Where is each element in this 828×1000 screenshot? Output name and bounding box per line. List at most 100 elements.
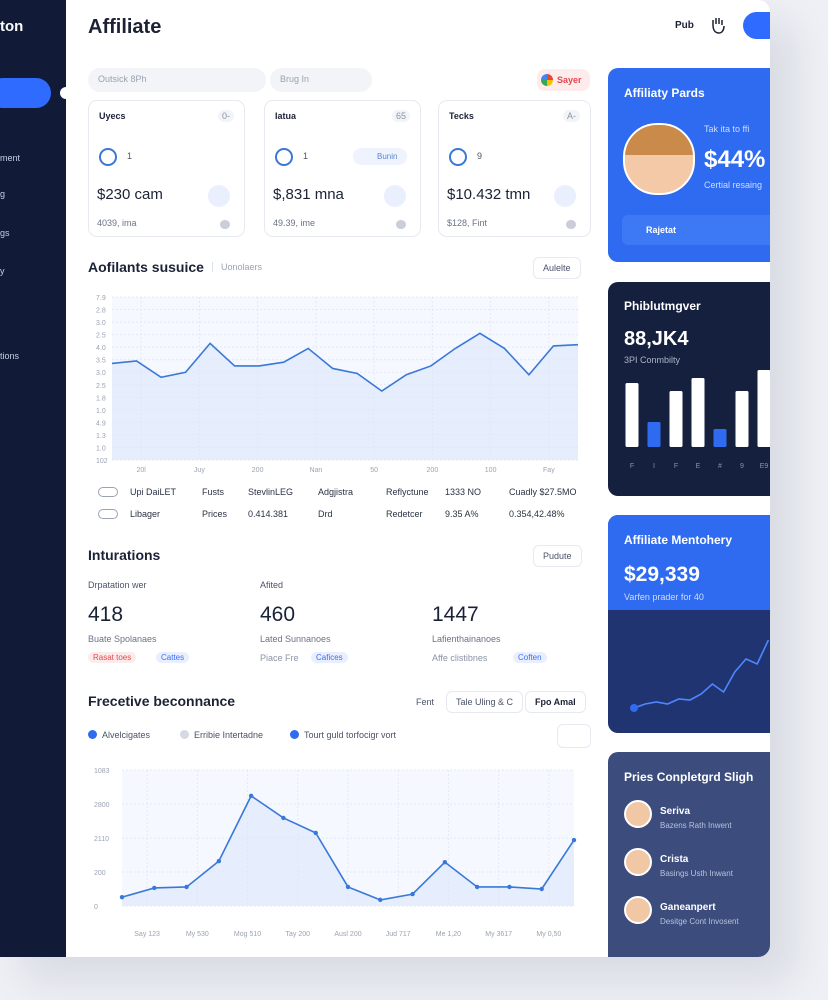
performance-chart: 0 200 2110 2800 1083 Say 123 My 530 Mog 510 Tay … [94,768,577,938]
table-cell: Adgjistra [318,487,354,497]
point [119,894,125,900]
metric-note: Affe clistibnes [432,653,488,663]
range-button[interactable]: Tale Uling & C [446,691,524,713]
y-tick-label: 3.0 [96,370,106,377]
heart-icon [566,220,576,229]
header-icon[interactable]: Pub [675,20,694,31]
table-cell: 0.354,42.48% [509,509,565,519]
stat-card: Tecks A- 9 $10.432 tmn $128, Fint [438,100,591,237]
header-button[interactable] [743,12,770,39]
nav-active[interactable] [0,78,51,108]
toggle[interactable] [98,509,118,519]
card-value: $29,339 [624,563,700,586]
card-sub: 4039, ima [97,218,137,228]
card-value: $,831 mna [273,186,344,203]
chip[interactable]: Bunin [353,148,408,165]
chevron-button[interactable] [554,185,576,207]
bar [669,391,683,447]
person-name: Crista [660,854,689,865]
y-tick-label: 1083 [94,768,110,775]
bar-label: F [630,463,634,470]
x-tick-label: Me 1,20 [436,931,461,938]
nav-item[interactable]: g [0,189,6,199]
x-tick-label: Jud 717 [386,931,411,938]
brand: ton [0,18,24,35]
legend-label[interactable]: Tourt guld torfocigr vort [304,730,397,740]
table-cell: Redetcer [386,509,423,519]
export-button[interactable]: Fpo Amal [525,691,586,713]
card-title: Pries Conpletgrd Sligh [624,770,754,784]
y-tick-label: 2.8 [96,308,106,315]
nav-item[interactable]: tions [0,351,20,361]
stat-card: Iatua 65 1 Bunin $,831 mna 49.39, ime [264,100,421,237]
chevron-button[interactable] [384,185,406,207]
filter-label[interactable]: Fent [416,697,435,707]
card-header [608,515,770,610]
growth-card: Phiblutmgver 88,JK4 3PI Conmbilty F I F E #9… [608,282,770,496]
y-tick-label: 4.9 [96,420,106,427]
card-title: Affiliate Mentohery [624,533,733,547]
range-input[interactable]: Brug In [270,68,372,92]
card-value: $230 cam [97,186,163,203]
card-title: Iatua [275,111,297,121]
trend-line [633,639,770,709]
legend-label[interactable]: Alvelcigates [102,730,151,740]
y-tick-label: 2.5 [96,333,106,340]
x-tick-label: Juy [194,467,205,474]
avatar [624,848,652,876]
person-name: Serivа [660,806,691,817]
bar [713,429,727,447]
card-caption: Varfen prader for 40 [624,592,704,602]
point [345,884,351,890]
y-tick-label: 4.0 [96,345,106,352]
y-tick-label: 0 [94,904,98,911]
card-value: $10.432 tmn [447,186,531,203]
hand-icon[interactable] [709,15,727,35]
tag: Cattes [156,652,190,663]
nav-item[interactable]: y [0,266,5,276]
card-value: 88,JK4 [624,328,689,350]
section-subtitle: Uonolaers [212,262,262,272]
menu-button[interactable]: Aulelte [533,257,581,279]
point [442,859,448,865]
action-button[interactable]: Sayer [537,69,590,91]
mentorship-card: Affiliate Mentohery $29,339 Varfen prade… [608,515,770,733]
card-button[interactable]: Rajetat [622,215,770,245]
line [111,332,579,393]
bar-label: I [653,463,655,470]
y-tick-label: 2110 [94,836,109,843]
x-tick-label: My 0,50 [536,931,561,938]
x-tick-label: Say 123 [134,931,160,938]
card-tag: 65 [391,110,410,122]
x-tick-label: My 530 [186,931,209,938]
legend-dot [290,730,299,739]
y-tick-label: 200 [94,870,106,877]
nav-item[interactable]: gs [0,228,10,238]
toggle[interactable] [98,487,118,497]
y-tick-label: 2.5 [96,383,106,390]
y-tick-label: 1.3 [96,433,106,440]
icon [449,148,467,166]
nav-item[interactable]: ment [0,153,21,163]
nav-notch [60,87,72,99]
table-cell: Reflyctune [386,487,429,497]
table-cell: Drd [318,509,333,519]
point [281,815,286,821]
chevron-button[interactable] [208,185,230,207]
table-cell: Fusts [202,487,225,497]
table-cell: Prices [202,509,228,519]
table-cell: StevlinLEG [248,487,294,497]
y-tick-label: 1.8 [96,395,106,402]
bar-label: 9 [740,463,744,470]
x-tick-label: My 3617 [485,931,512,938]
legend-label[interactable]: Erribie Intertadne [194,730,264,740]
area [122,795,574,906]
tag: Coften [513,652,547,663]
icon [99,148,117,166]
settings-button[interactable] [557,724,591,748]
search-input[interactable]: Outsick 8Ph [88,68,266,92]
y-tick-label: 2800 [94,802,110,809]
hair [625,125,693,155]
tag: Rasat toes [88,652,137,663]
menu-button[interactable]: Pudute [533,545,582,567]
